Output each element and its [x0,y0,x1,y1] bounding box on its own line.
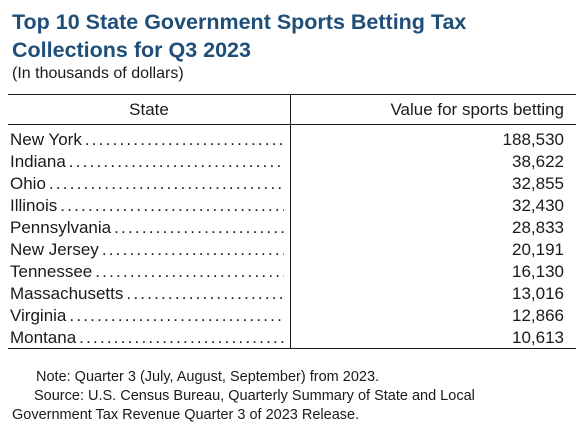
state-cell: Massachusetts...........................… [10,283,284,305]
leader-dots: ........................................… [101,240,284,259]
leader-dots: ........................................… [114,218,284,237]
state-name: Tennessee [10,262,93,281]
leader-dots: ........................................… [48,174,284,193]
leader-dots: ........................................… [79,328,284,347]
table-body: New York................................… [8,129,576,349]
table-row: Ohio....................................… [8,173,576,195]
state-cell: Montana.................................… [10,327,284,349]
table-row: Montana.................................… [8,327,576,349]
state-cell: Illinois................................… [10,195,284,217]
table-top-rule [8,94,576,95]
table-header-rule [8,124,576,125]
value-cell: 20,191 [512,240,564,259]
source-text-line-1: Source: U.S. Census Bureau, Quarterly Su… [34,388,475,404]
state-cell: Pennsylvania............................… [10,217,284,239]
state-name: New York [10,130,82,149]
state-cell: Ohio....................................… [10,173,284,195]
table-row: Tennessee...............................… [8,261,576,283]
leader-dots: ........................................… [126,284,284,303]
table-row: New York................................… [8,129,576,151]
column-header-value: Value for sports betting [390,100,564,119]
data-table: State Value for sports betting New York.… [8,94,576,349]
footnotes: Note: Quarter 3 (July, August, September… [12,368,580,425]
value-cell: 12,866 [512,306,564,325]
value-cell: 32,430 [512,196,564,215]
state-cell: Virginia................................… [10,305,284,327]
chart-title: Top 10 State Government Sports Betting T… [12,10,467,62]
state-cell: Tennessee...............................… [10,261,284,283]
table-row: Virginia................................… [8,305,576,327]
state-cell: New Jersey..............................… [10,239,284,261]
table-row: New Jersey..............................… [8,239,576,261]
leader-dots: ........................................… [95,262,284,281]
value-cell: 32,855 [512,174,564,193]
state-name: Massachusetts [10,284,124,303]
value-cell: 16,130 [512,262,564,281]
leader-dots: ........................................… [60,196,284,215]
state-name: Montana [10,328,77,347]
state-name: Ohio [10,174,46,193]
table-row: Massachusetts...........................… [8,283,576,305]
value-cell: 38,622 [512,152,564,171]
leader-dots: ........................................… [68,152,284,171]
table-row: Pennsylvania............................… [8,217,576,239]
state-name: Virginia [10,306,67,325]
leader-dots: ........................................… [84,130,284,149]
chart-subtitle: (In thousands of dollars) [12,65,184,82]
value-cell: 10,613 [512,328,564,347]
column-header-state: State [129,100,169,119]
source-text-line-2: Government Tax Revenue Quarter 3 of 2023… [12,407,360,423]
table-row: Indiana.................................… [8,151,576,173]
state-name: Indiana [10,152,66,171]
state-name: Illinois [10,196,58,215]
table-column-divider [290,94,291,348]
state-name: Pennsylvania [10,218,112,237]
state-cell: Indiana.................................… [10,151,284,173]
value-cell: 28,833 [512,218,564,237]
leader-dots: ........................................… [69,306,284,325]
state-name: New Jersey [10,240,99,259]
note-text: Note: Quarter 3 (July, August, September… [36,369,380,385]
value-cell: 188,530 [502,130,564,149]
table-row: Illinois................................… [8,195,576,217]
value-cell: 13,016 [512,284,564,303]
state-cell: New York................................… [10,129,284,151]
table-bottom-rule [8,348,576,349]
